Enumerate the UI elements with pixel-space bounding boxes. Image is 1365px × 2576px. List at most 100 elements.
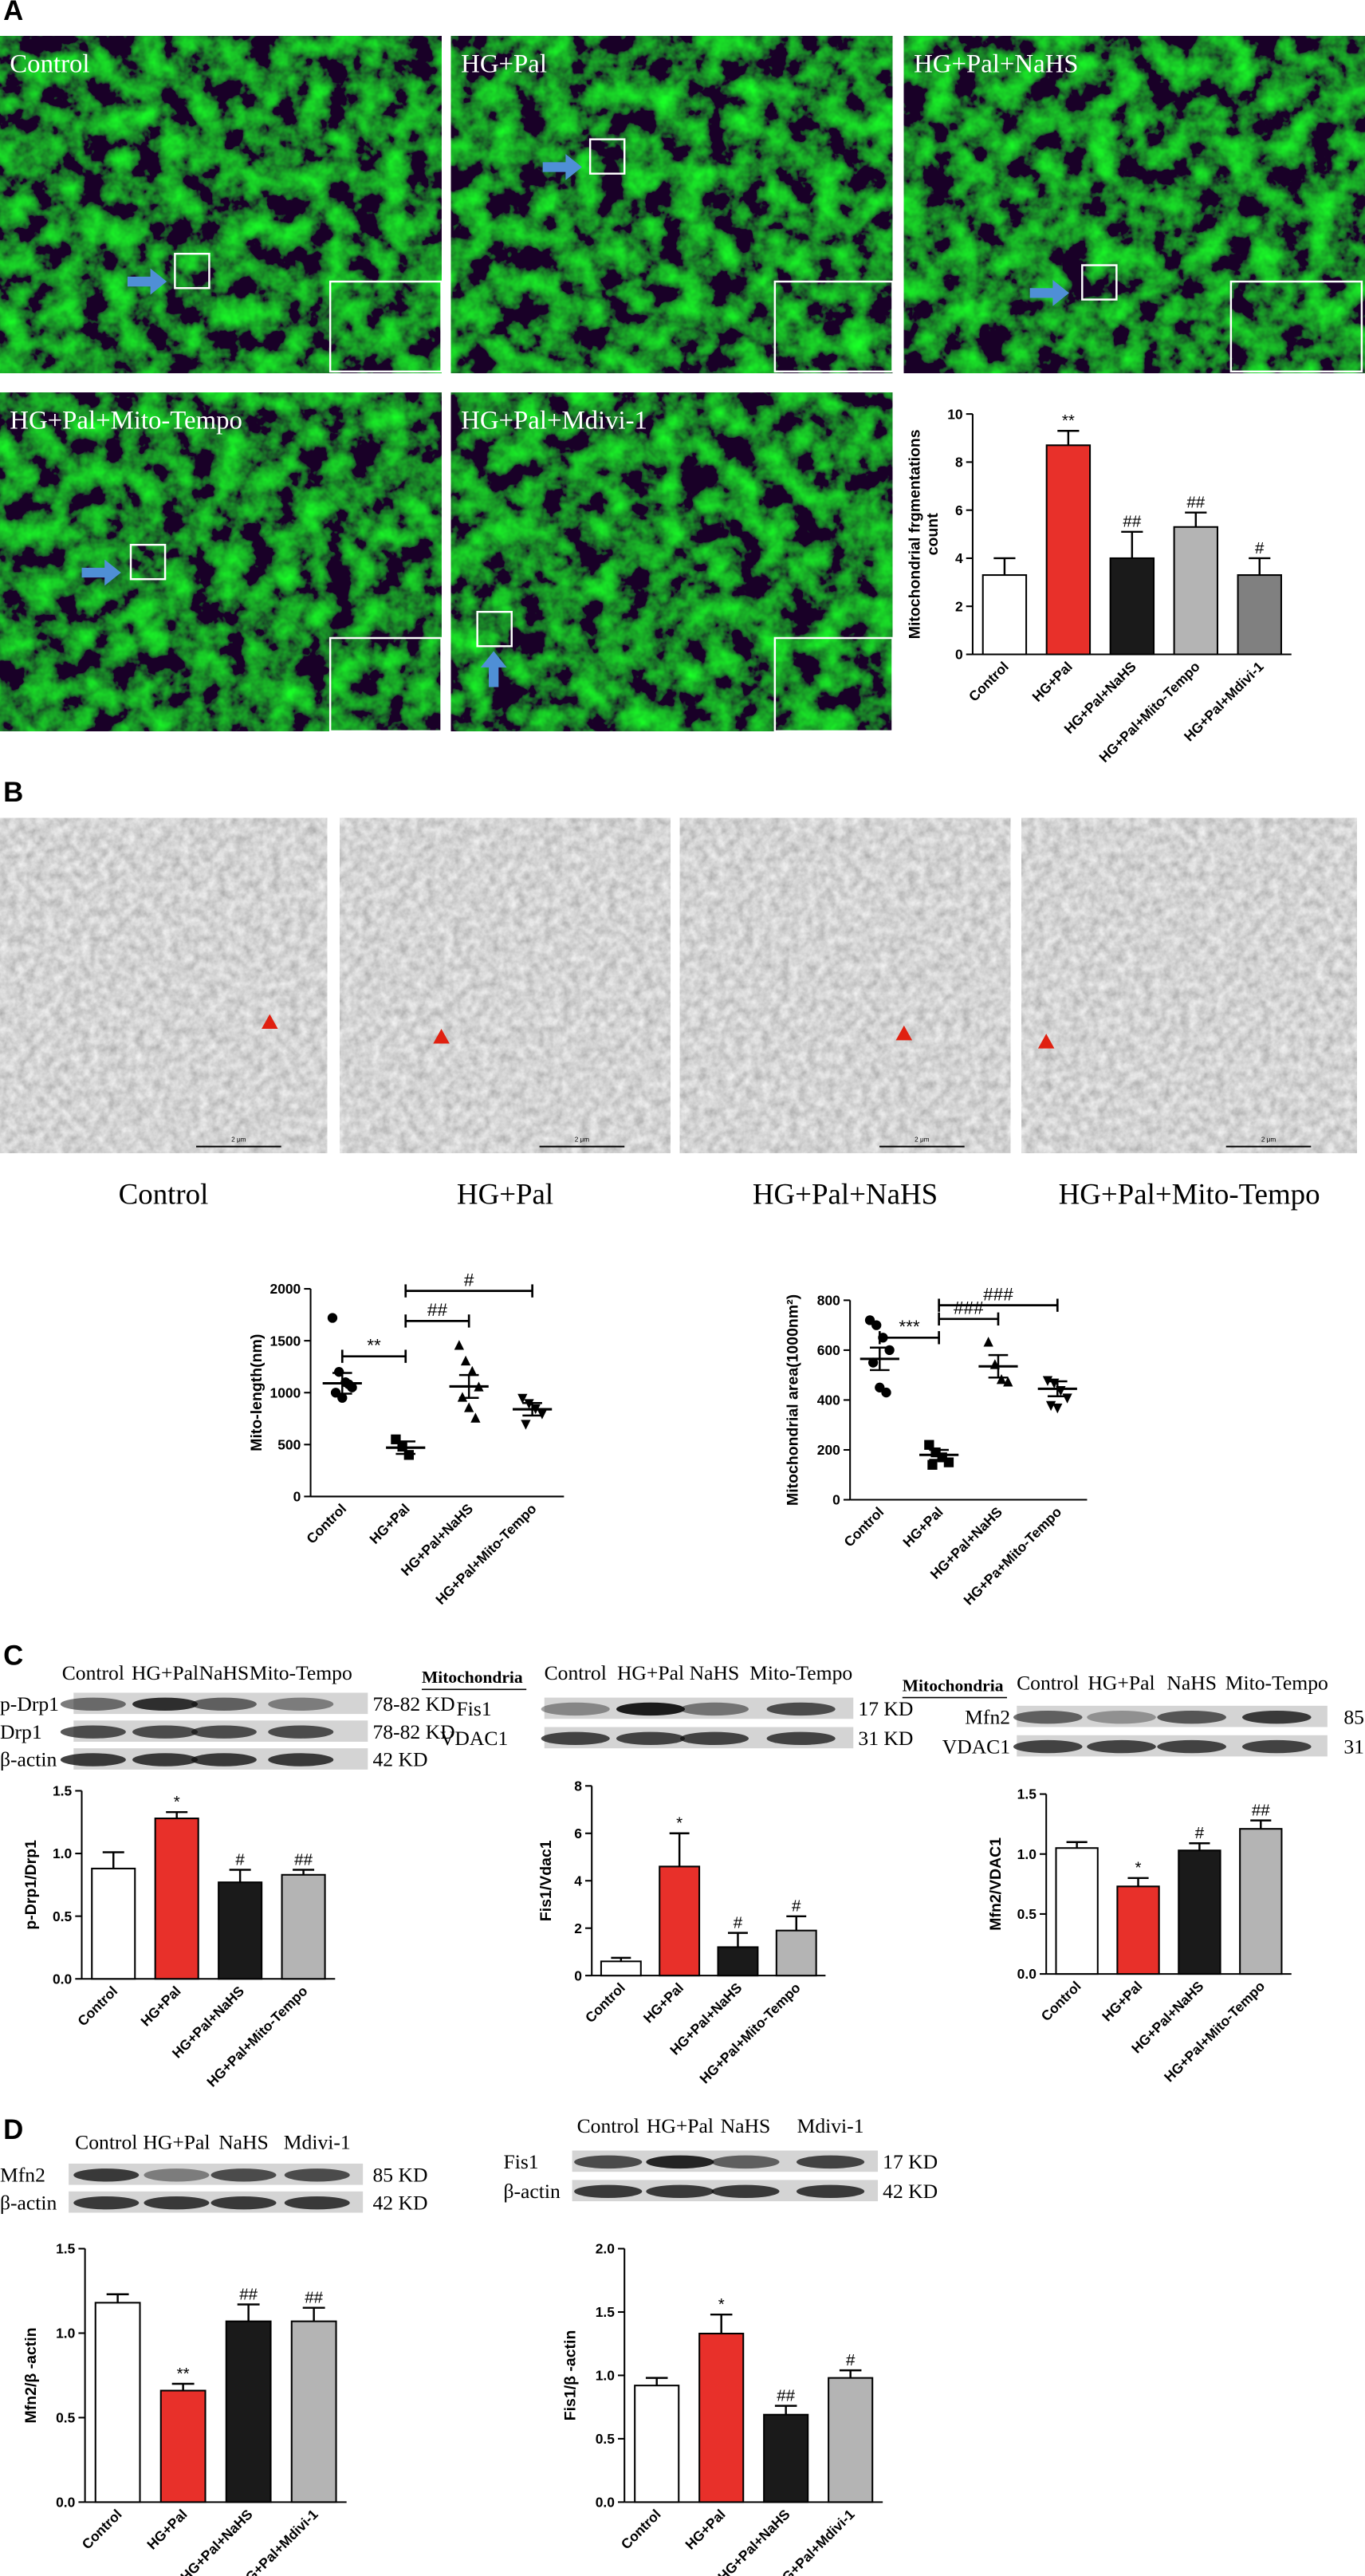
bar: [1173, 526, 1219, 656]
red-marker: [433, 1029, 450, 1044]
x-tick-label: Control: [618, 2506, 664, 2552]
kd-label: 85 KD: [1343, 1705, 1365, 1728]
x-tick-label: Control: [1038, 1978, 1084, 2024]
y-tick-label: 0.0: [56, 2494, 75, 2510]
point: [1052, 1403, 1063, 1414]
inset: [1229, 280, 1363, 373]
panel-label: A: [3, 0, 23, 26]
y-tick-label: 400: [817, 1392, 840, 1408]
blot-band: [796, 2155, 865, 2169]
blot-band: [646, 2155, 714, 2169]
blot-band: [541, 1702, 610, 1716]
scale-bar-label: 2 μm: [1261, 1136, 1276, 1143]
arrow: [480, 651, 507, 687]
bar: [1116, 1885, 1160, 1975]
red-marker: [1037, 1034, 1055, 1049]
lane-label: NaHS: [199, 1661, 250, 1684]
kd-label: 42 KD: [372, 2191, 427, 2214]
y-tick-label: 0: [574, 1967, 582, 1983]
y-tick-label: 0.0: [1017, 1966, 1037, 1982]
point: [460, 1355, 471, 1366]
bar: [600, 1960, 642, 1977]
y-tick-label: 2: [955, 598, 963, 614]
em-image: [340, 817, 671, 1153]
bar: [225, 2320, 272, 2503]
blot-band: [1241, 1711, 1312, 1724]
scale-bar-label: 2 μm: [575, 1136, 590, 1143]
y-tick-label: 600: [817, 1342, 840, 1358]
blot-band: [210, 2196, 277, 2210]
lane-label: HG+Pal: [617, 1661, 684, 1684]
kd-label: 17 KD: [883, 2150, 938, 2173]
bar: [717, 1946, 759, 1977]
y-axis-label: Mfn2/VDAC1: [987, 1837, 1005, 1931]
protein-label: Fis1: [503, 2150, 538, 2173]
x-tick-label: HG+Pal: [1029, 659, 1076, 705]
lane-label: Control: [62, 1661, 124, 1684]
y-tick-label: 2000: [270, 1281, 301, 1297]
y-axis-label: count: [924, 513, 942, 556]
blot-band: [268, 1697, 334, 1711]
significance-label: ##: [1123, 513, 1141, 531]
blot-band: [73, 2168, 140, 2182]
bar: [154, 1818, 199, 1980]
blot-band: [679, 1731, 749, 1746]
significance-label: **: [177, 2365, 190, 2383]
blot-band: [73, 2196, 140, 2210]
y-axis-label: p-Drp1/Drp1: [22, 1840, 40, 1930]
lane-label: HG+Pal: [647, 2114, 714, 2137]
lane-label: NaHS: [218, 2130, 269, 2153]
lane-label: NaHS: [690, 1661, 740, 1684]
point: [1045, 1400, 1056, 1412]
y-tick-label: 2: [574, 1920, 582, 1936]
point: [1062, 1393, 1072, 1404]
x-tick-label: HG+Pal: [682, 2506, 728, 2552]
significance-label: ###: [983, 1284, 1013, 1304]
fluorescence-image: [450, 392, 893, 731]
kd-label: 78-82 KD: [372, 1692, 454, 1715]
y-tick-label: 1.5: [1017, 1786, 1037, 1802]
blot-band: [766, 1702, 836, 1716]
x-tick-label: HG+Pal: [640, 1979, 686, 2026]
em-caption: Control: [119, 1177, 209, 1210]
y-tick-label: 0.0: [596, 2494, 615, 2510]
roi-box: [588, 138, 626, 175]
bar: [634, 2385, 680, 2503]
lane-label: Control: [577, 2114, 639, 2137]
significance-label: ##: [1252, 1801, 1270, 1819]
blot-band: [132, 1753, 199, 1767]
y-tick-label: 200: [817, 1442, 840, 1458]
fluorescence-image: [903, 36, 1365, 373]
x-tick-label: HG+Pal: [899, 1504, 946, 1550]
blot-band: [1013, 1711, 1083, 1724]
lane-label: Mito-Tempo: [1225, 1671, 1328, 1694]
em-caption: HG+Pal+Mito-Tempo: [1059, 1177, 1320, 1210]
point: [871, 1320, 882, 1330]
protein-label: VDAC1: [942, 1735, 1010, 1758]
x-tick-label: Control: [840, 1504, 887, 1550]
bar: [1239, 1828, 1283, 1975]
bar: [775, 1929, 817, 1977]
blot-band: [284, 2168, 350, 2182]
point: [996, 1374, 1007, 1385]
significance-label: #: [792, 1897, 801, 1916]
blot-band: [1087, 1739, 1156, 1754]
lane-label: Control: [545, 1661, 607, 1684]
kd-label: 17 KD: [858, 1697, 913, 1720]
blot-band: [616, 1702, 686, 1716]
significance-label: *: [174, 1793, 180, 1811]
significance-label: #: [846, 2351, 856, 2369]
red-marker: [262, 1014, 278, 1030]
blot-band: [210, 2168, 277, 2182]
y-tick-label: 8: [955, 455, 963, 471]
y-axis-label: Mitochondrial frgmentations: [906, 429, 923, 639]
arrow: [127, 268, 167, 295]
panel-label: D: [3, 2114, 23, 2145]
kd-label: 31 KD: [1343, 1735, 1365, 1758]
protein-label: β-actin: [503, 2180, 561, 2203]
y-axis-label: Mfn2/β -actin: [22, 2327, 40, 2423]
significance-label: *: [718, 2295, 725, 2314]
blot-band: [191, 1725, 257, 1739]
bar: [1178, 1849, 1221, 1975]
blot-band: [1157, 1739, 1226, 1754]
